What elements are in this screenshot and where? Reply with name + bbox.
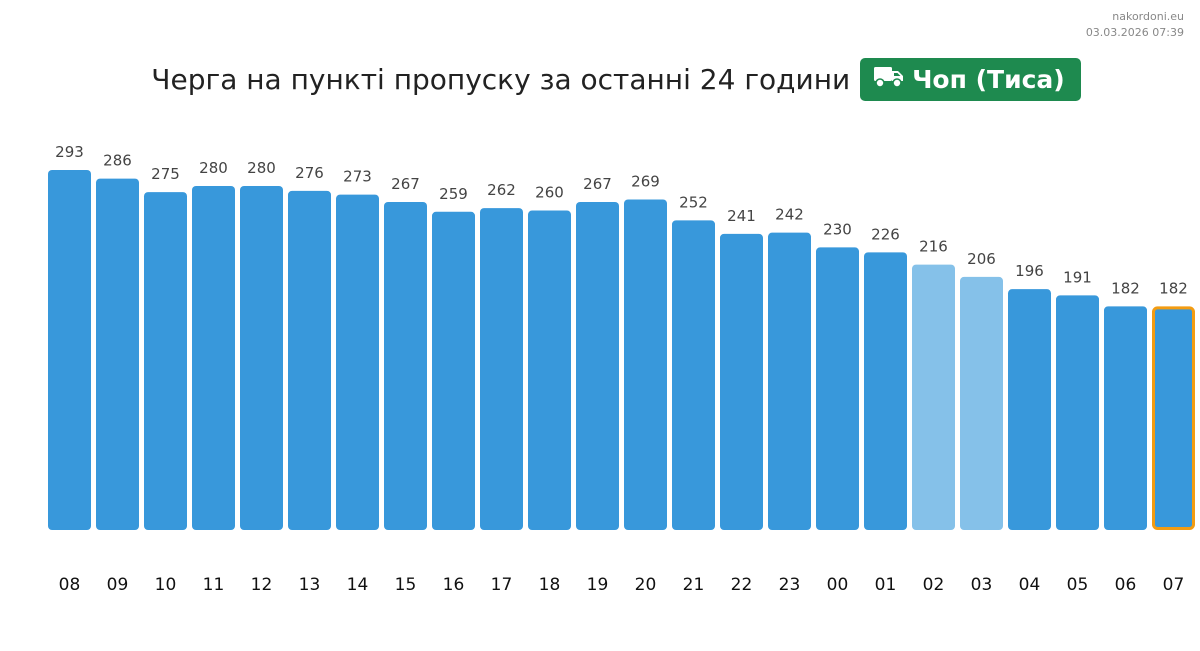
bar-20 <box>624 199 667 531</box>
hour-label-06: 06 <box>1115 575 1137 595</box>
hour-label-09: 09 <box>107 575 129 595</box>
bar-23 <box>768 232 811 530</box>
hour-label-17: 17 <box>491 575 513 595</box>
bar-04 <box>1008 289 1051 530</box>
hour-label-08: 08 <box>59 575 81 595</box>
hour-label-21: 21 <box>683 575 705 595</box>
value-label-14: 273 <box>343 168 372 186</box>
hour-label-16: 16 <box>443 575 465 595</box>
bar-19 <box>576 201 619 531</box>
hour-label-23: 23 <box>779 575 801 595</box>
hour-label-04: 04 <box>1019 575 1041 595</box>
checkpoint-name: Чоп (Тиса) <box>912 65 1065 94</box>
value-label-22: 241 <box>727 207 756 225</box>
checkpoint-badge: Чоп (Тиса) <box>860 58 1081 101</box>
value-label-00: 230 <box>823 220 852 238</box>
header: Черга на пункті пропуску за останні 24 г… <box>0 58 1200 101</box>
hour-label-03: 03 <box>971 575 993 595</box>
value-label-10: 275 <box>151 165 180 183</box>
hour-label-18: 18 <box>539 575 561 595</box>
value-label-04: 196 <box>1015 262 1044 280</box>
value-label-21: 252 <box>679 193 708 211</box>
bar-03 <box>960 276 1003 530</box>
bar-02 <box>912 264 955 530</box>
bar-01 <box>864 252 907 531</box>
hour-label-15: 15 <box>395 575 417 595</box>
bar-06 <box>1104 306 1147 530</box>
hour-label-05: 05 <box>1067 575 1089 595</box>
value-label-17: 262 <box>487 181 516 199</box>
hour-label-14: 14 <box>347 575 369 595</box>
source-info: nakordoni.eu 03.03.2026 07:39 <box>1086 9 1184 41</box>
bar-17 <box>480 208 523 530</box>
value-label-15: 267 <box>391 175 420 193</box>
hour-label-22: 22 <box>731 575 753 595</box>
bar-09 <box>96 178 139 530</box>
value-label-11: 280 <box>199 159 228 177</box>
value-label-09: 286 <box>103 152 132 170</box>
bar-18 <box>528 210 571 530</box>
bar-16 <box>432 211 475 530</box>
value-label-01: 226 <box>871 225 900 243</box>
hour-label-12: 12 <box>251 575 273 595</box>
bar-11 <box>192 185 235 530</box>
bar-22 <box>720 233 763 530</box>
hour-label-02: 02 <box>923 575 945 595</box>
hour-label-11: 11 <box>203 575 225 595</box>
bar-14 <box>336 194 379 531</box>
truck-icon <box>874 65 912 95</box>
source-site: nakordoni.eu <box>1112 10 1184 23</box>
bar-10 <box>144 192 187 531</box>
value-label-08: 293 <box>55 143 84 161</box>
bar-00 <box>816 247 859 531</box>
value-label-23: 242 <box>775 206 804 224</box>
hour-label-07: 07 <box>1163 575 1185 595</box>
value-label-19: 267 <box>583 175 612 193</box>
value-label-05: 191 <box>1063 268 1092 286</box>
bar-08 <box>48 170 91 530</box>
value-label-18: 260 <box>535 184 564 202</box>
bar-13 <box>288 190 331 530</box>
value-label-13: 276 <box>295 164 324 182</box>
hour-label-13: 13 <box>299 575 321 595</box>
hour-label-00: 00 <box>827 575 849 595</box>
value-label-07: 182 <box>1159 279 1188 297</box>
bar-05 <box>1056 295 1099 530</box>
value-label-12: 280 <box>247 159 276 177</box>
hour-label-01: 01 <box>875 575 897 595</box>
value-label-16: 259 <box>439 185 468 203</box>
hour-label-10: 10 <box>155 575 177 595</box>
hour-label-20: 20 <box>635 575 657 595</box>
value-label-06: 182 <box>1111 279 1140 297</box>
page-title: Черга на пункті пропуску за останні 24 г… <box>151 63 851 96</box>
bar-12 <box>240 185 283 530</box>
bar-21 <box>672 220 715 530</box>
bar-15 <box>384 201 427 531</box>
bar-07 <box>1152 306 1195 531</box>
source-timestamp: 03.03.2026 07:39 <box>1085 26 1184 39</box>
value-label-03: 206 <box>967 250 996 268</box>
hour-label-19: 19 <box>587 575 609 595</box>
value-label-20: 269 <box>631 172 660 190</box>
value-label-02: 216 <box>919 238 948 256</box>
